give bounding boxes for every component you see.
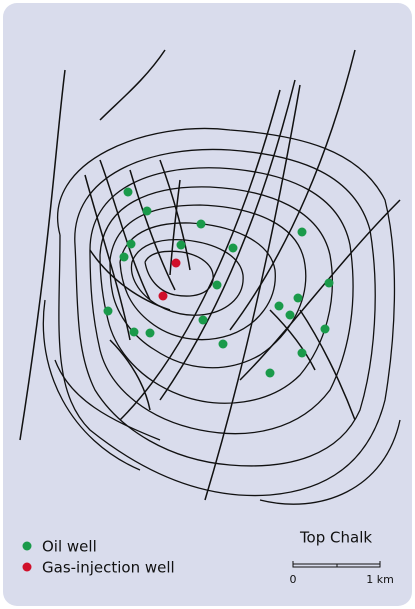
oil-wells: [103, 187, 334, 378]
map-background: [3, 3, 412, 606]
map-title: Top Chalk: [299, 529, 372, 547]
fault-lines: [19, 49, 401, 501]
scale-label: 1 km: [366, 573, 394, 586]
legend-oil-marker: [22, 541, 32, 551]
scale-label: 0: [290, 573, 297, 586]
legend-label: Gas-injection well: [42, 559, 175, 577]
scale-bar: [292, 561, 381, 568]
gas-injection-wells: [158, 258, 181, 301]
legend-label: Oil well: [42, 538, 97, 556]
legend-gas-marker: [22, 562, 32, 572]
